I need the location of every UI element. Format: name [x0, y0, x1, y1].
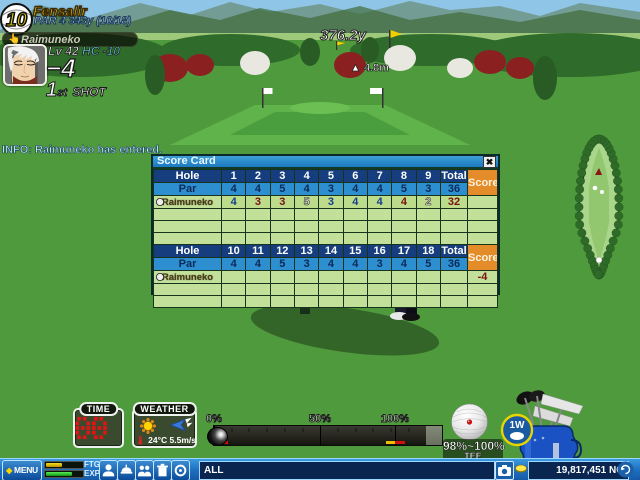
svg-text:1W: 1W	[510, 420, 526, 431]
